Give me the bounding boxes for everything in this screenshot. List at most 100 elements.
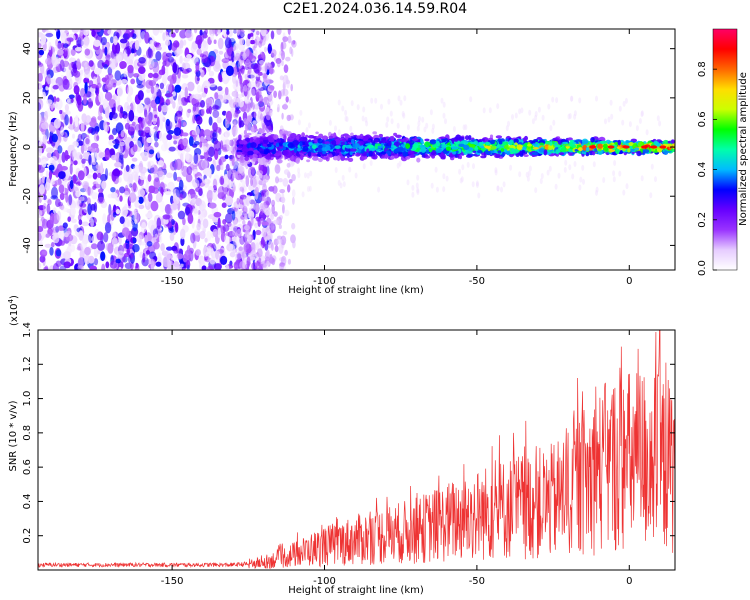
heatmap-cell — [72, 174, 77, 184]
heatmap-cell — [213, 211, 222, 218]
heatmap-cell — [369, 160, 373, 166]
heatmap-cell — [136, 22, 142, 27]
heatmap-cell — [341, 174, 345, 181]
heatmap-cell — [252, 102, 255, 110]
heatmap-cell — [226, 143, 230, 151]
heatmap-cell — [41, 91, 46, 100]
heatmap-cell — [254, 49, 258, 56]
heatmap-cell — [134, 212, 140, 223]
heatmap-cell — [235, 97, 241, 107]
heatmap-cell — [238, 246, 244, 252]
heatmap-cell — [372, 131, 378, 135]
heatmap-cell — [640, 175, 644, 182]
heatmap-cell — [74, 47, 83, 52]
heatmap-cell — [60, 126, 65, 136]
heatmap-cell — [278, 244, 284, 254]
heatmap-cell — [362, 163, 366, 170]
heatmap-cell — [50, 142, 56, 147]
heatmap-cell — [239, 120, 245, 128]
heatmap-cell — [231, 21, 234, 26]
heatmap-cell — [649, 192, 653, 199]
heatmap-cell — [104, 168, 109, 180]
heatmap-cell — [231, 50, 235, 63]
heatmap-cell — [393, 132, 398, 137]
heatmap-cell — [301, 191, 305, 198]
heatmap-cell — [103, 63, 108, 70]
heatmap-cell — [45, 85, 49, 91]
heatmap-cell — [137, 90, 144, 101]
heatmap-cell — [284, 130, 289, 135]
heatmap-cell — [38, 61, 42, 66]
heatmap-cell — [263, 174, 269, 183]
heatmap-cell — [107, 214, 111, 224]
heatmap-cell — [245, 243, 253, 254]
heatmap-cell — [104, 74, 110, 85]
heatmap-cell — [74, 21, 77, 28]
heatmap-cell — [307, 135, 315, 139]
heatmap-cell — [144, 96, 151, 106]
heatmap-cell — [406, 179, 410, 186]
heatmap-cell — [111, 154, 117, 161]
heatmap-cell — [61, 37, 65, 43]
heatmap-cell — [73, 184, 80, 193]
heatmap-cell — [416, 187, 420, 194]
heatmap-cell — [220, 255, 228, 265]
heatmap-cell — [158, 235, 163, 243]
heatmap-cell — [622, 189, 626, 196]
heatmap-cell — [250, 88, 256, 97]
heatmap-cell — [113, 29, 118, 32]
heatmap-cell — [527, 170, 531, 177]
heatmap-cell — [155, 86, 159, 93]
heatmap-cell — [42, 194, 47, 201]
heatmap-cell — [332, 155, 339, 161]
heatmap-cell — [196, 17, 201, 27]
heatmap-cell — [215, 126, 222, 133]
heatmap-cell — [45, 147, 54, 154]
heatmap-cell — [567, 113, 571, 120]
heatmap-cell — [640, 111, 644, 118]
heatmap-cell — [526, 175, 530, 182]
heatmap-cell — [273, 211, 278, 217]
heatmap-cell — [147, 192, 153, 202]
heatmap-cell — [129, 102, 134, 113]
heatmap-cell — [121, 206, 128, 217]
heatmap-cell — [232, 169, 237, 178]
heatmap-cell — [119, 19, 123, 28]
heatmap-cell — [236, 228, 242, 237]
heatmap-cell — [45, 57, 52, 65]
heatmap-cell — [442, 101, 446, 108]
heatmap-cell — [208, 146, 215, 158]
heatmap-cell — [231, 210, 236, 221]
heatmap-cell — [233, 112, 239, 119]
heatmap-cell — [262, 73, 267, 83]
heatmap-cell — [252, 157, 257, 162]
heatmap-cell — [58, 225, 64, 231]
heatmap-cell — [464, 135, 470, 141]
heatmap-cell — [306, 159, 311, 163]
heatmap-cell — [195, 34, 203, 46]
heatmap-cell — [207, 265, 214, 270]
heatmap-cell — [259, 128, 265, 134]
heatmap-cell — [237, 61, 243, 69]
heatmap-cell — [84, 62, 88, 70]
heatmap-cell — [191, 197, 196, 204]
heatmap-cell — [147, 59, 155, 69]
heatmap-cell — [403, 95, 407, 102]
heatmap-cell — [172, 192, 181, 205]
heatmap-cell — [114, 70, 122, 81]
heatmap-cell — [416, 174, 420, 181]
heatmap-cell — [108, 204, 112, 216]
heatmap-cell — [518, 171, 522, 178]
heatmap-cell — [260, 22, 266, 28]
heatmap-cell — [244, 224, 250, 231]
heatmap-cell — [266, 62, 271, 69]
heatmap-cell — [216, 164, 221, 172]
heatmap-cell — [531, 118, 535, 125]
heatmap-cell — [246, 256, 251, 268]
heatmap-cell — [354, 172, 358, 179]
heatmap-cell — [291, 40, 297, 48]
heatmap-cell — [156, 150, 161, 159]
heatmap-cell — [249, 255, 256, 261]
heatmap-cell — [239, 186, 245, 192]
heatmap-cell — [58, 184, 65, 194]
